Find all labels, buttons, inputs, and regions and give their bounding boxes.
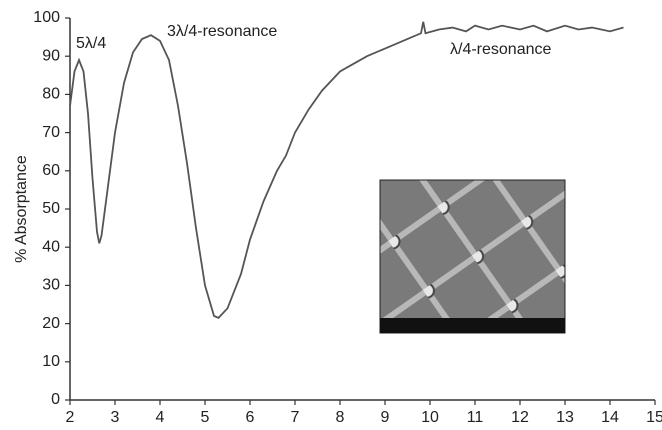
x-tick-label: 13 [556,409,574,426]
annotation: λ/4-resonance [450,41,551,58]
y-tick-label: 80 [42,86,60,103]
data-line [69,21,624,319]
y-axis-label: % Absorptance [13,155,30,263]
y-tick-label: 70 [42,124,60,141]
x-tick-label: 10 [421,409,439,426]
y-tick-label: 20 [42,315,60,332]
x-tick-label: 15 [646,409,662,426]
annotation: 3λ/4-resonance [167,23,277,40]
x-tick-label: 9 [381,409,390,426]
y-tick-label: 30 [42,277,60,294]
x-tick-label: 3 [111,409,120,426]
x-tick-label: 11 [467,409,484,426]
y-tick-label: 100 [33,9,60,26]
x-tick-label: 6 [246,409,255,426]
x-tick-label: 7 [291,409,300,426]
x-tick-label: 8 [336,409,345,426]
x-tick-label: 2 [66,409,75,426]
x-tick-label: 14 [601,409,619,426]
inset-image [379,179,566,334]
y-tick-label: 90 [42,47,60,64]
y-tick-label: 0 [51,391,60,408]
x-tick-label: 4 [156,409,165,426]
y-tick-label: 50 [42,200,60,217]
x-tick-label: 5 [201,409,210,426]
y-tick-label: 10 [42,353,60,370]
y-tick-label: 40 [42,238,60,255]
y-tick-label: 60 [42,162,60,179]
x-tick-label: 12 [511,409,529,426]
annotation: 5λ/4 [76,35,106,52]
